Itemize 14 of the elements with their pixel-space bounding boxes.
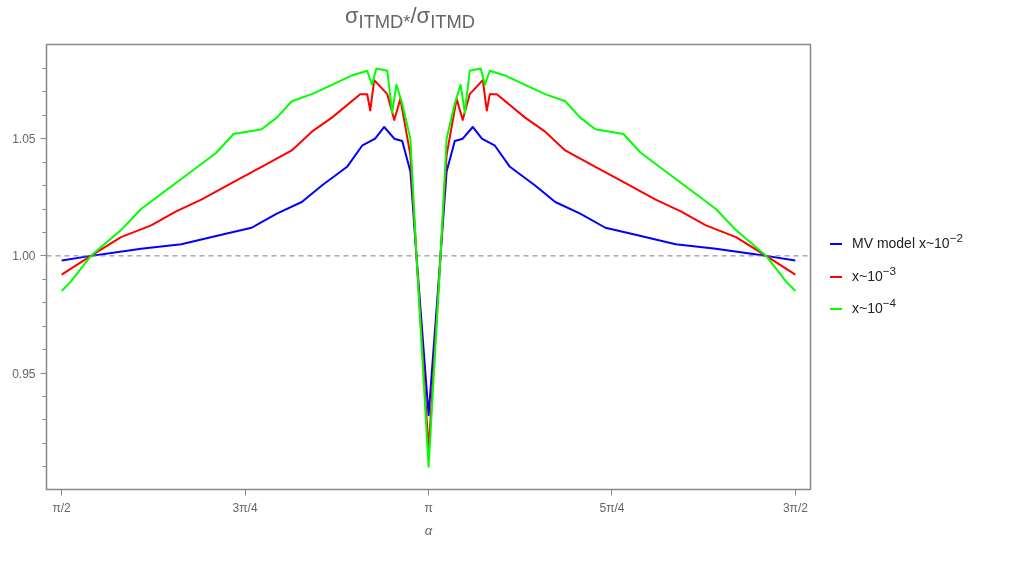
x-tick-label: 3π/2 xyxy=(782,500,809,515)
x-tick-label: 5π/4 xyxy=(599,500,625,515)
x-tick-label: π/2 xyxy=(52,500,72,515)
y-tick-label: 1.05 xyxy=(12,132,36,147)
x-tick-label: π xyxy=(424,500,433,515)
line-series xyxy=(60,125,797,417)
chart-title: σ$_{ITMD*}$/σ$_{ITMD}$ xyxy=(344,2,476,35)
x-tick-label: 3π/4 xyxy=(232,500,258,515)
y-tick-label: 0.95 xyxy=(12,366,36,381)
y-tick-label: 1.00 xyxy=(12,249,36,264)
legend-label: MV model x~10$^{−2}$ xyxy=(851,230,963,253)
x-axis-title: α xyxy=(424,522,433,538)
legend-label: x~10$^{−3}$ xyxy=(851,262,898,286)
legend-label: x~10$^{−4}$ xyxy=(851,295,898,318)
